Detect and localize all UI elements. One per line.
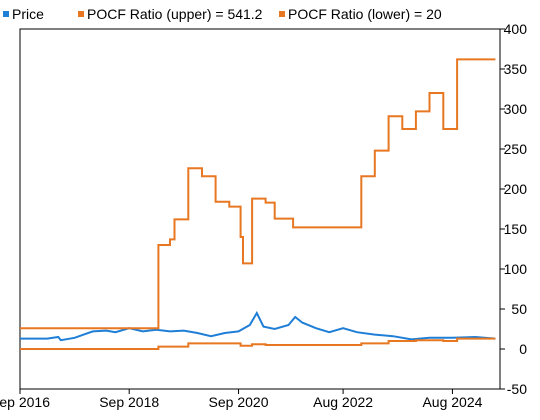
y-tick-label: 350 [504, 61, 528, 77]
legend: Price POCF Ratio (upper) = 541.2 POCF Ra… [3, 6, 442, 22]
y-tick-label: -50 [507, 381, 527, 397]
y-tick-label: 100 [504, 261, 528, 277]
series-line-pocf-ratio-lower-20 [20, 337, 496, 350]
y-tick-label: 150 [504, 221, 528, 237]
x-axis: Sep 2016 Sep 2018 Sep 2020 Aug 2022 Aug 2024 [0, 389, 483, 410]
y-tick-label: 250 [504, 141, 528, 157]
y-tick-label: 50 [511, 301, 527, 317]
series-layer [20, 58, 496, 350]
y-axis: -50 0 50 100 150 200 250 300 350 400 [500, 21, 527, 397]
legend-swatch-pocf-upper [78, 11, 84, 17]
series-line-pocf-ratio-upper-541-2 [20, 58, 496, 330]
y-tick-label: 400 [504, 21, 528, 37]
x-tick-label: Sep 2018 [99, 394, 159, 410]
legend-label-pocf-upper: POCF Ratio (upper) = 541.2 [87, 6, 263, 22]
legend-label-price: Price [12, 6, 44, 22]
plot-frame [19, 28, 501, 390]
x-tick-label: Aug 2024 [422, 394, 482, 410]
legend-swatch-pocf-lower [279, 11, 285, 17]
y-tick-label: 0 [519, 341, 527, 357]
y-tick-label: 200 [504, 181, 528, 197]
x-tick-label: Sep 2020 [209, 394, 269, 410]
series-line-price [20, 310, 496, 342]
x-tick-label: Sep 2016 [0, 394, 50, 410]
legend-label-pocf-lower: POCF Ratio (lower) = 20 [288, 6, 442, 22]
x-tick-label: Aug 2022 [313, 394, 373, 410]
y-tick-label: 300 [504, 101, 528, 117]
legend-swatch-price [3, 11, 9, 17]
